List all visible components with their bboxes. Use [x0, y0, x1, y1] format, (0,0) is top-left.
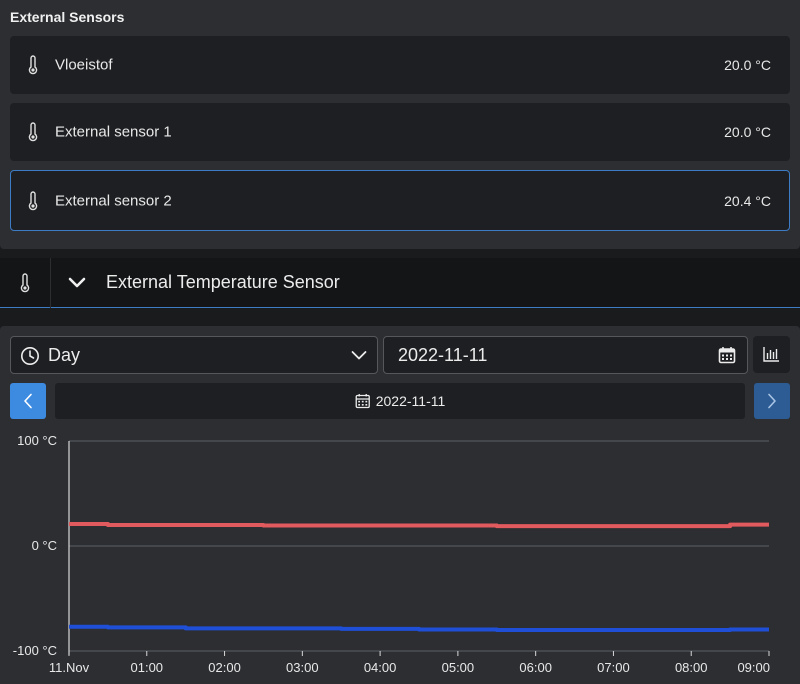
y-tick-label: -100 °C [13, 643, 57, 658]
section-title: External Sensors [10, 9, 125, 25]
chart-type-button[interactable] [753, 336, 790, 373]
chevron-left-icon [24, 393, 32, 409]
sensor-row-vloeistof[interactable]: Vloeistof 20.0 °C [10, 36, 790, 94]
header-title: External Temperature Sensor [106, 272, 340, 292]
detail-header: External Temperature Sensor [0, 258, 800, 308]
date-input[interactable]: 2022-11-11 [383, 336, 748, 374]
x-tick-label: 06:00 [519, 660, 552, 675]
external-sensors-panel: External Sensors Vloeistof 20.0 °C Exter… [0, 0, 800, 249]
thermometer-icon [28, 55, 38, 75]
chevron-right-icon [768, 393, 776, 409]
bar-chart-icon [763, 347, 779, 362]
clock-icon [21, 347, 39, 365]
x-tick-label: 09:00 [737, 660, 770, 675]
period-select-value: Day [48, 345, 81, 365]
history-panel: Day 2022-11-11 [0, 326, 800, 684]
x-tick-label: 11.Nov [49, 660, 90, 675]
x-tick-label: 07:00 [597, 660, 630, 675]
x-tick-label: 05:00 [442, 660, 475, 675]
y-tick-label: 100 °C [17, 433, 57, 448]
y-tick-label: 0 °C [32, 538, 57, 553]
series-line-2 [69, 624, 769, 632]
chevron-down-icon[interactable] [68, 275, 86, 289]
sensor-row-external-sensor-1[interactable]: External sensor 1 20.0 °C [10, 103, 790, 161]
sensor-value: 20.0 °C [724, 124, 771, 140]
sensor-row-external-sensor-2[interactable]: External sensor 2 20.4 °C [10, 170, 790, 231]
current-date-content: 2022-11-11 [355, 393, 446, 409]
chevron-down-icon [351, 351, 367, 360]
current-date-label: 2022-11-11 [375, 393, 446, 409]
calendar-icon [355, 394, 370, 409]
header-divider [50, 258, 51, 308]
thermometer-icon [20, 273, 30, 293]
sensor-value: 20.0 °C [724, 57, 771, 73]
x-tick-label: 04:00 [364, 660, 397, 675]
sensor-name: Vloeistof [55, 56, 113, 74]
x-tick-label: 08:00 [675, 660, 708, 675]
next-day-button[interactable] [754, 383, 790, 419]
sensor-value: 20.4 °C [724, 192, 771, 209]
previous-day-button[interactable] [10, 383, 46, 419]
period-select[interactable]: Day [10, 336, 378, 374]
date-input-value: 2022-11-11 [398, 345, 488, 365]
calendar-icon[interactable] [718, 346, 736, 364]
series-line-1 [69, 522, 769, 529]
x-tick-label: 03:00 [286, 660, 319, 675]
temperature-chart: 100 °C 0 °C -100 °C 11.Nov 01:00 02:00 03:00 04… [13, 433, 770, 675]
thermometer-icon [28, 190, 38, 210]
sensor-name: External sensor 1 [55, 123, 172, 141]
current-date-display[interactable]: 2022-11-11 [55, 383, 745, 419]
sensor-name: External sensor 2 [55, 192, 172, 209]
x-tick-label: 01:00 [131, 660, 164, 675]
thermometer-icon [28, 122, 38, 142]
x-tick-label: 02:00 [208, 660, 241, 675]
